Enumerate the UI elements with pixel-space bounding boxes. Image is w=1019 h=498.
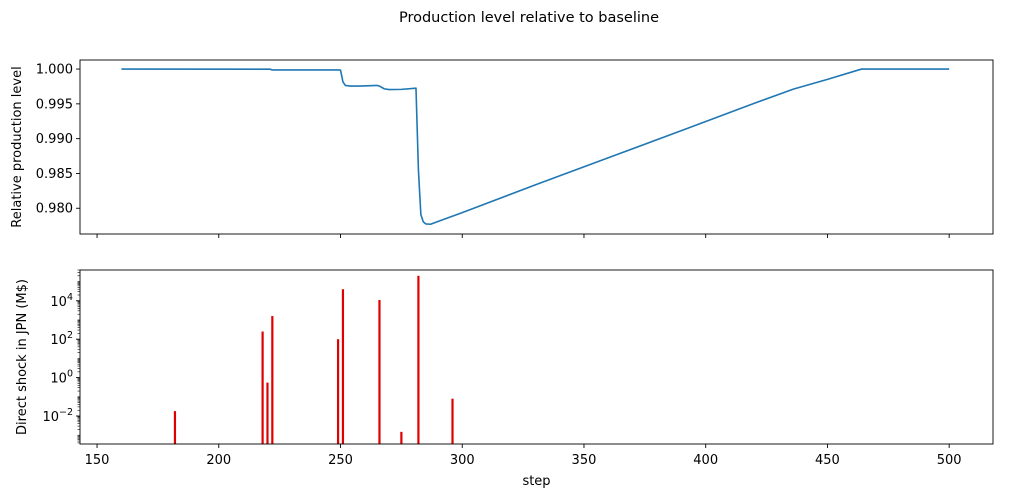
- x-tick-label: 250: [328, 453, 353, 468]
- shock-bar: [341, 289, 345, 444]
- shock-bar: [271, 316, 274, 444]
- figure-title: Production level relative to baseline: [399, 10, 659, 26]
- y-tick-label: 0.980: [36, 202, 73, 217]
- production-level-plot: Relative production level 0.980 0.985 0.99…: [10, 59, 994, 238]
- shock-bar: [378, 299, 381, 444]
- shock-bar: [451, 398, 454, 444]
- y-tick-label: 100: [50, 369, 73, 387]
- top-plot-frame: [79, 59, 994, 235]
- x-tick-label: 500: [937, 453, 962, 468]
- y-tick-label: 104: [50, 292, 73, 310]
- shock-bar: [261, 331, 264, 444]
- shock-bar: [400, 431, 403, 444]
- shock-bar: [173, 411, 177, 444]
- production-level-line: [121, 68, 950, 226]
- shock-bar: [417, 275, 420, 444]
- y-tick-label: 0.995: [36, 97, 73, 112]
- x-tick-label: 450: [815, 453, 840, 468]
- x-tick-label: 300: [450, 453, 475, 468]
- bottom-plot-frame: [79, 269, 994, 445]
- direct-shock-plot: Direct shock in JPN (M$) step 10−2 100 102…: [15, 269, 994, 489]
- top-y-axis-label: Relative production level: [10, 66, 25, 227]
- x-tick-label: 150: [85, 453, 110, 468]
- y-tick-label: 10−2: [42, 407, 73, 425]
- shock-bar: [336, 339, 340, 444]
- x-tick-label: 350: [572, 453, 597, 468]
- x-axis-label: step: [522, 474, 550, 489]
- bottom-y-axis-label: Direct shock in JPN (M$): [15, 279, 30, 435]
- y-tick-label: 0.985: [36, 167, 73, 182]
- x-tick-label: 400: [693, 453, 718, 468]
- x-tick-label: 200: [206, 453, 231, 468]
- y-tick-label: 1.000: [36, 63, 73, 78]
- y-tick-label: 102: [50, 330, 73, 348]
- shock-bar: [266, 382, 269, 444]
- y-tick-label: 0.990: [36, 132, 73, 147]
